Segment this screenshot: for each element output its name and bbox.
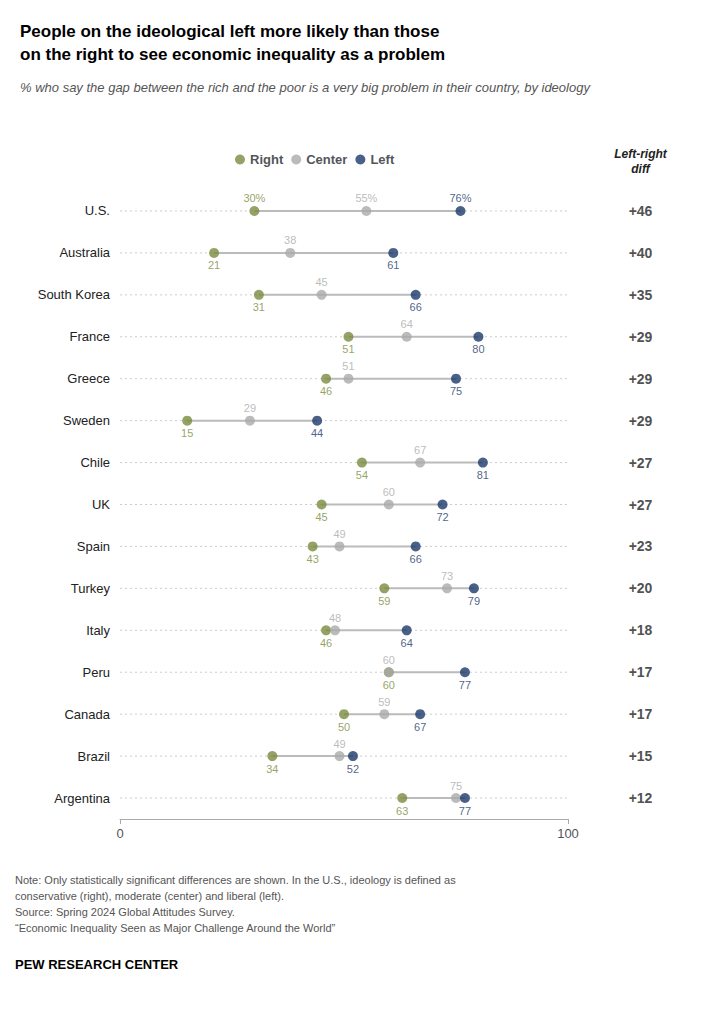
svg-text:+27: +27 xyxy=(629,455,653,471)
svg-text:Argentina: Argentina xyxy=(54,791,110,806)
svg-text:72: 72 xyxy=(436,511,448,523)
svg-text:+12: +12 xyxy=(629,790,653,806)
svg-text:31: 31 xyxy=(253,301,265,313)
svg-text:Right: Right xyxy=(250,152,284,167)
svg-text:76%: 76% xyxy=(449,192,471,204)
svg-text:50: 50 xyxy=(338,721,350,733)
svg-text:Italy: Italy xyxy=(86,623,110,638)
svg-text:51: 51 xyxy=(342,360,354,372)
svg-text:52: 52 xyxy=(347,763,359,775)
svg-text:79: 79 xyxy=(468,595,480,607)
svg-text:+23: +23 xyxy=(629,538,653,554)
svg-text:+15: +15 xyxy=(629,748,653,764)
svg-text:30%: 30% xyxy=(243,192,265,204)
svg-text:Sweden: Sweden xyxy=(63,413,110,428)
svg-text:15: 15 xyxy=(181,427,193,439)
svg-text:+27: +27 xyxy=(629,497,653,513)
svg-text:% who say the gap between the: % who say the gap between the rich and t… xyxy=(20,80,591,95)
svg-text:France: France xyxy=(70,329,110,344)
svg-text:Spain: Spain xyxy=(77,539,110,554)
svg-text:63: 63 xyxy=(396,805,408,817)
svg-text:100: 100 xyxy=(557,826,579,841)
svg-text:66: 66 xyxy=(410,301,422,313)
svg-text:55%: 55% xyxy=(355,192,377,204)
svg-text:Chile: Chile xyxy=(80,455,110,470)
svg-text:+46: +46 xyxy=(629,203,653,219)
svg-text:61: 61 xyxy=(387,259,399,271)
svg-text:77: 77 xyxy=(459,805,471,817)
svg-text:45: 45 xyxy=(315,276,327,288)
svg-text:46: 46 xyxy=(320,637,332,649)
svg-text:Greece: Greece xyxy=(67,371,110,386)
svg-text:PEW RESEARCH CENTER: PEW RESEARCH CENTER xyxy=(15,957,179,972)
svg-text:“Economic Inequality Seen as M: “Economic Inequality Seen as Major Chall… xyxy=(15,922,336,934)
svg-text:60: 60 xyxy=(383,679,395,691)
svg-text:34: 34 xyxy=(266,763,278,775)
svg-text:People on the ideological left: People on the ideological left more like… xyxy=(20,22,439,41)
svg-text:on the right to see economic i: on the right to see economic inequality … xyxy=(20,45,445,64)
svg-text:45: 45 xyxy=(315,511,327,523)
svg-text:38: 38 xyxy=(284,234,296,246)
svg-text:Source: Spring 2024 Global Att: Source: Spring 2024 Global Attitudes Sur… xyxy=(15,906,235,918)
svg-text:21: 21 xyxy=(208,259,220,271)
svg-text:59: 59 xyxy=(378,595,390,607)
svg-text:Left-right: Left-right xyxy=(614,147,668,161)
svg-text:51: 51 xyxy=(342,343,354,355)
svg-text:60: 60 xyxy=(383,654,395,666)
svg-text:81: 81 xyxy=(477,469,489,481)
svg-text:60: 60 xyxy=(383,486,395,498)
svg-text:+29: +29 xyxy=(629,329,653,345)
svg-text:29: 29 xyxy=(244,402,256,414)
svg-text:Canada: Canada xyxy=(64,707,110,722)
svg-text:UK: UK xyxy=(92,497,110,512)
svg-text:43: 43 xyxy=(307,553,319,565)
svg-text:Peru: Peru xyxy=(83,665,110,680)
svg-text:0: 0 xyxy=(116,826,123,841)
svg-text:44: 44 xyxy=(311,427,323,439)
svg-text:75: 75 xyxy=(450,385,462,397)
svg-text:diff: diff xyxy=(631,162,650,176)
svg-text:73: 73 xyxy=(441,570,453,582)
svg-text:+17: +17 xyxy=(629,706,653,722)
svg-text:Brazil: Brazil xyxy=(77,749,110,764)
svg-text:South Korea: South Korea xyxy=(38,287,111,302)
svg-text:+35: +35 xyxy=(629,287,653,303)
svg-text:46: 46 xyxy=(320,385,332,397)
svg-text:67: 67 xyxy=(414,444,426,456)
svg-text:54: 54 xyxy=(356,469,368,481)
svg-text:Turkey: Turkey xyxy=(71,581,111,596)
svg-text:Note: Only statistically signi: Note: Only statistically significant dif… xyxy=(15,874,456,886)
svg-text:80: 80 xyxy=(472,343,484,355)
svg-text:75: 75 xyxy=(450,780,462,792)
svg-text:59: 59 xyxy=(378,696,390,708)
svg-text:conservative (right), moderate: conservative (right), moderate (center) … xyxy=(15,890,284,902)
svg-text:48: 48 xyxy=(329,612,341,624)
svg-text:66: 66 xyxy=(410,553,422,565)
svg-text:67: 67 xyxy=(414,721,426,733)
svg-text:Left: Left xyxy=(370,152,395,167)
svg-text:Center: Center xyxy=(306,152,347,167)
svg-text:+29: +29 xyxy=(629,371,653,387)
svg-text:+18: +18 xyxy=(629,622,653,638)
svg-text:64: 64 xyxy=(401,318,413,330)
svg-text:+29: +29 xyxy=(629,413,653,429)
svg-text:U.S.: U.S. xyxy=(85,203,110,218)
svg-text:49: 49 xyxy=(333,738,345,750)
svg-text:+40: +40 xyxy=(629,245,653,261)
svg-text:49: 49 xyxy=(333,528,345,540)
svg-text:Australia: Australia xyxy=(59,245,110,260)
svg-text:+20: +20 xyxy=(629,580,653,596)
svg-text:+17: +17 xyxy=(629,664,653,680)
svg-text:77: 77 xyxy=(459,679,471,691)
svg-text:64: 64 xyxy=(401,637,413,649)
